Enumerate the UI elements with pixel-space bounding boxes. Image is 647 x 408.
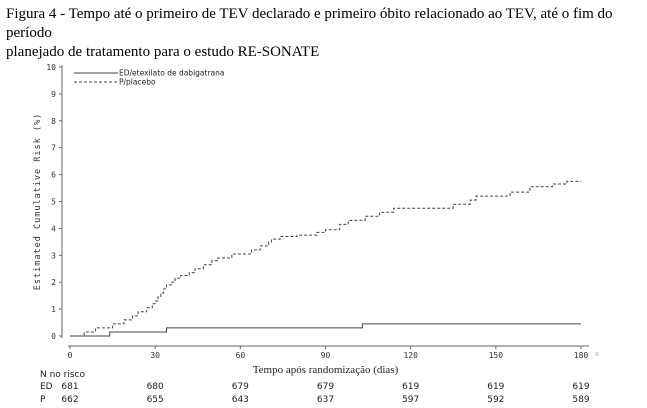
risk-cell: 655: [147, 395, 164, 405]
y-tick-label: 1: [51, 305, 56, 314]
risk-cell: 679: [317, 382, 334, 392]
risk-cell: 597: [402, 395, 419, 405]
x-tick-label: 150: [489, 351, 504, 360]
series-line-placebo: [70, 180, 581, 337]
risk-cell: 637: [317, 395, 334, 405]
y-tick-label: 6: [51, 171, 56, 180]
figure-caption: Figura 4 - Tempo até o primeiro de TEV d…: [6, 5, 642, 62]
axis-end-marker: [595, 352, 599, 356]
x-axis-title: Tempo após randomização (dias): [253, 364, 399, 376]
risk-cell: 643: [232, 395, 249, 405]
caption-line-2: planejado de tratamento para o estudo RE…: [6, 44, 320, 60]
risk-row-label: ED: [40, 382, 53, 392]
risk-cell: 680: [147, 382, 164, 392]
risk-cell: 662: [61, 395, 78, 405]
y-tick-label: 4: [51, 224, 56, 233]
x-tick-label: 30: [150, 351, 160, 360]
y-tick-label: 2: [51, 278, 56, 287]
y-tick-label: 7: [51, 144, 56, 153]
risk-cell: 592: [487, 395, 504, 405]
series-line-dabigatrana: [70, 323, 581, 337]
risk-row-label: P: [40, 395, 46, 405]
x-tick-label: 90: [321, 351, 331, 360]
x-tick-label: 0: [68, 351, 73, 360]
risk-cell: 619: [402, 382, 419, 392]
y-tick-label: 9: [51, 90, 56, 99]
risk-cell: 619: [487, 382, 504, 392]
risk-table-title: N no risco: [40, 370, 86, 380]
y-tick-label: 3: [51, 251, 56, 260]
risk-cell: 589: [572, 395, 589, 405]
caption-line-1: Figura 4 - Tempo até o primeiro de TEV d…: [6, 6, 613, 41]
y-tick-label: 10: [46, 63, 56, 72]
legend-label-0: ED/etexilato de dabigatrana: [119, 69, 224, 78]
y-tick-label: 8: [51, 117, 56, 126]
y-axis-title: Estimated Cumulative Risk (%): [33, 113, 43, 290]
legend-label-1: P/placebo: [119, 78, 156, 87]
x-tick-label: 60: [236, 351, 246, 360]
risk-cell: 679: [232, 382, 249, 392]
y-tick-label: 0: [51, 332, 56, 341]
x-tick-label: 180: [574, 351, 589, 360]
risk-cell: 681: [61, 382, 78, 392]
risk-cell: 619: [572, 382, 589, 392]
x-tick-label: 120: [403, 351, 418, 360]
y-tick-label: 5: [51, 198, 56, 207]
